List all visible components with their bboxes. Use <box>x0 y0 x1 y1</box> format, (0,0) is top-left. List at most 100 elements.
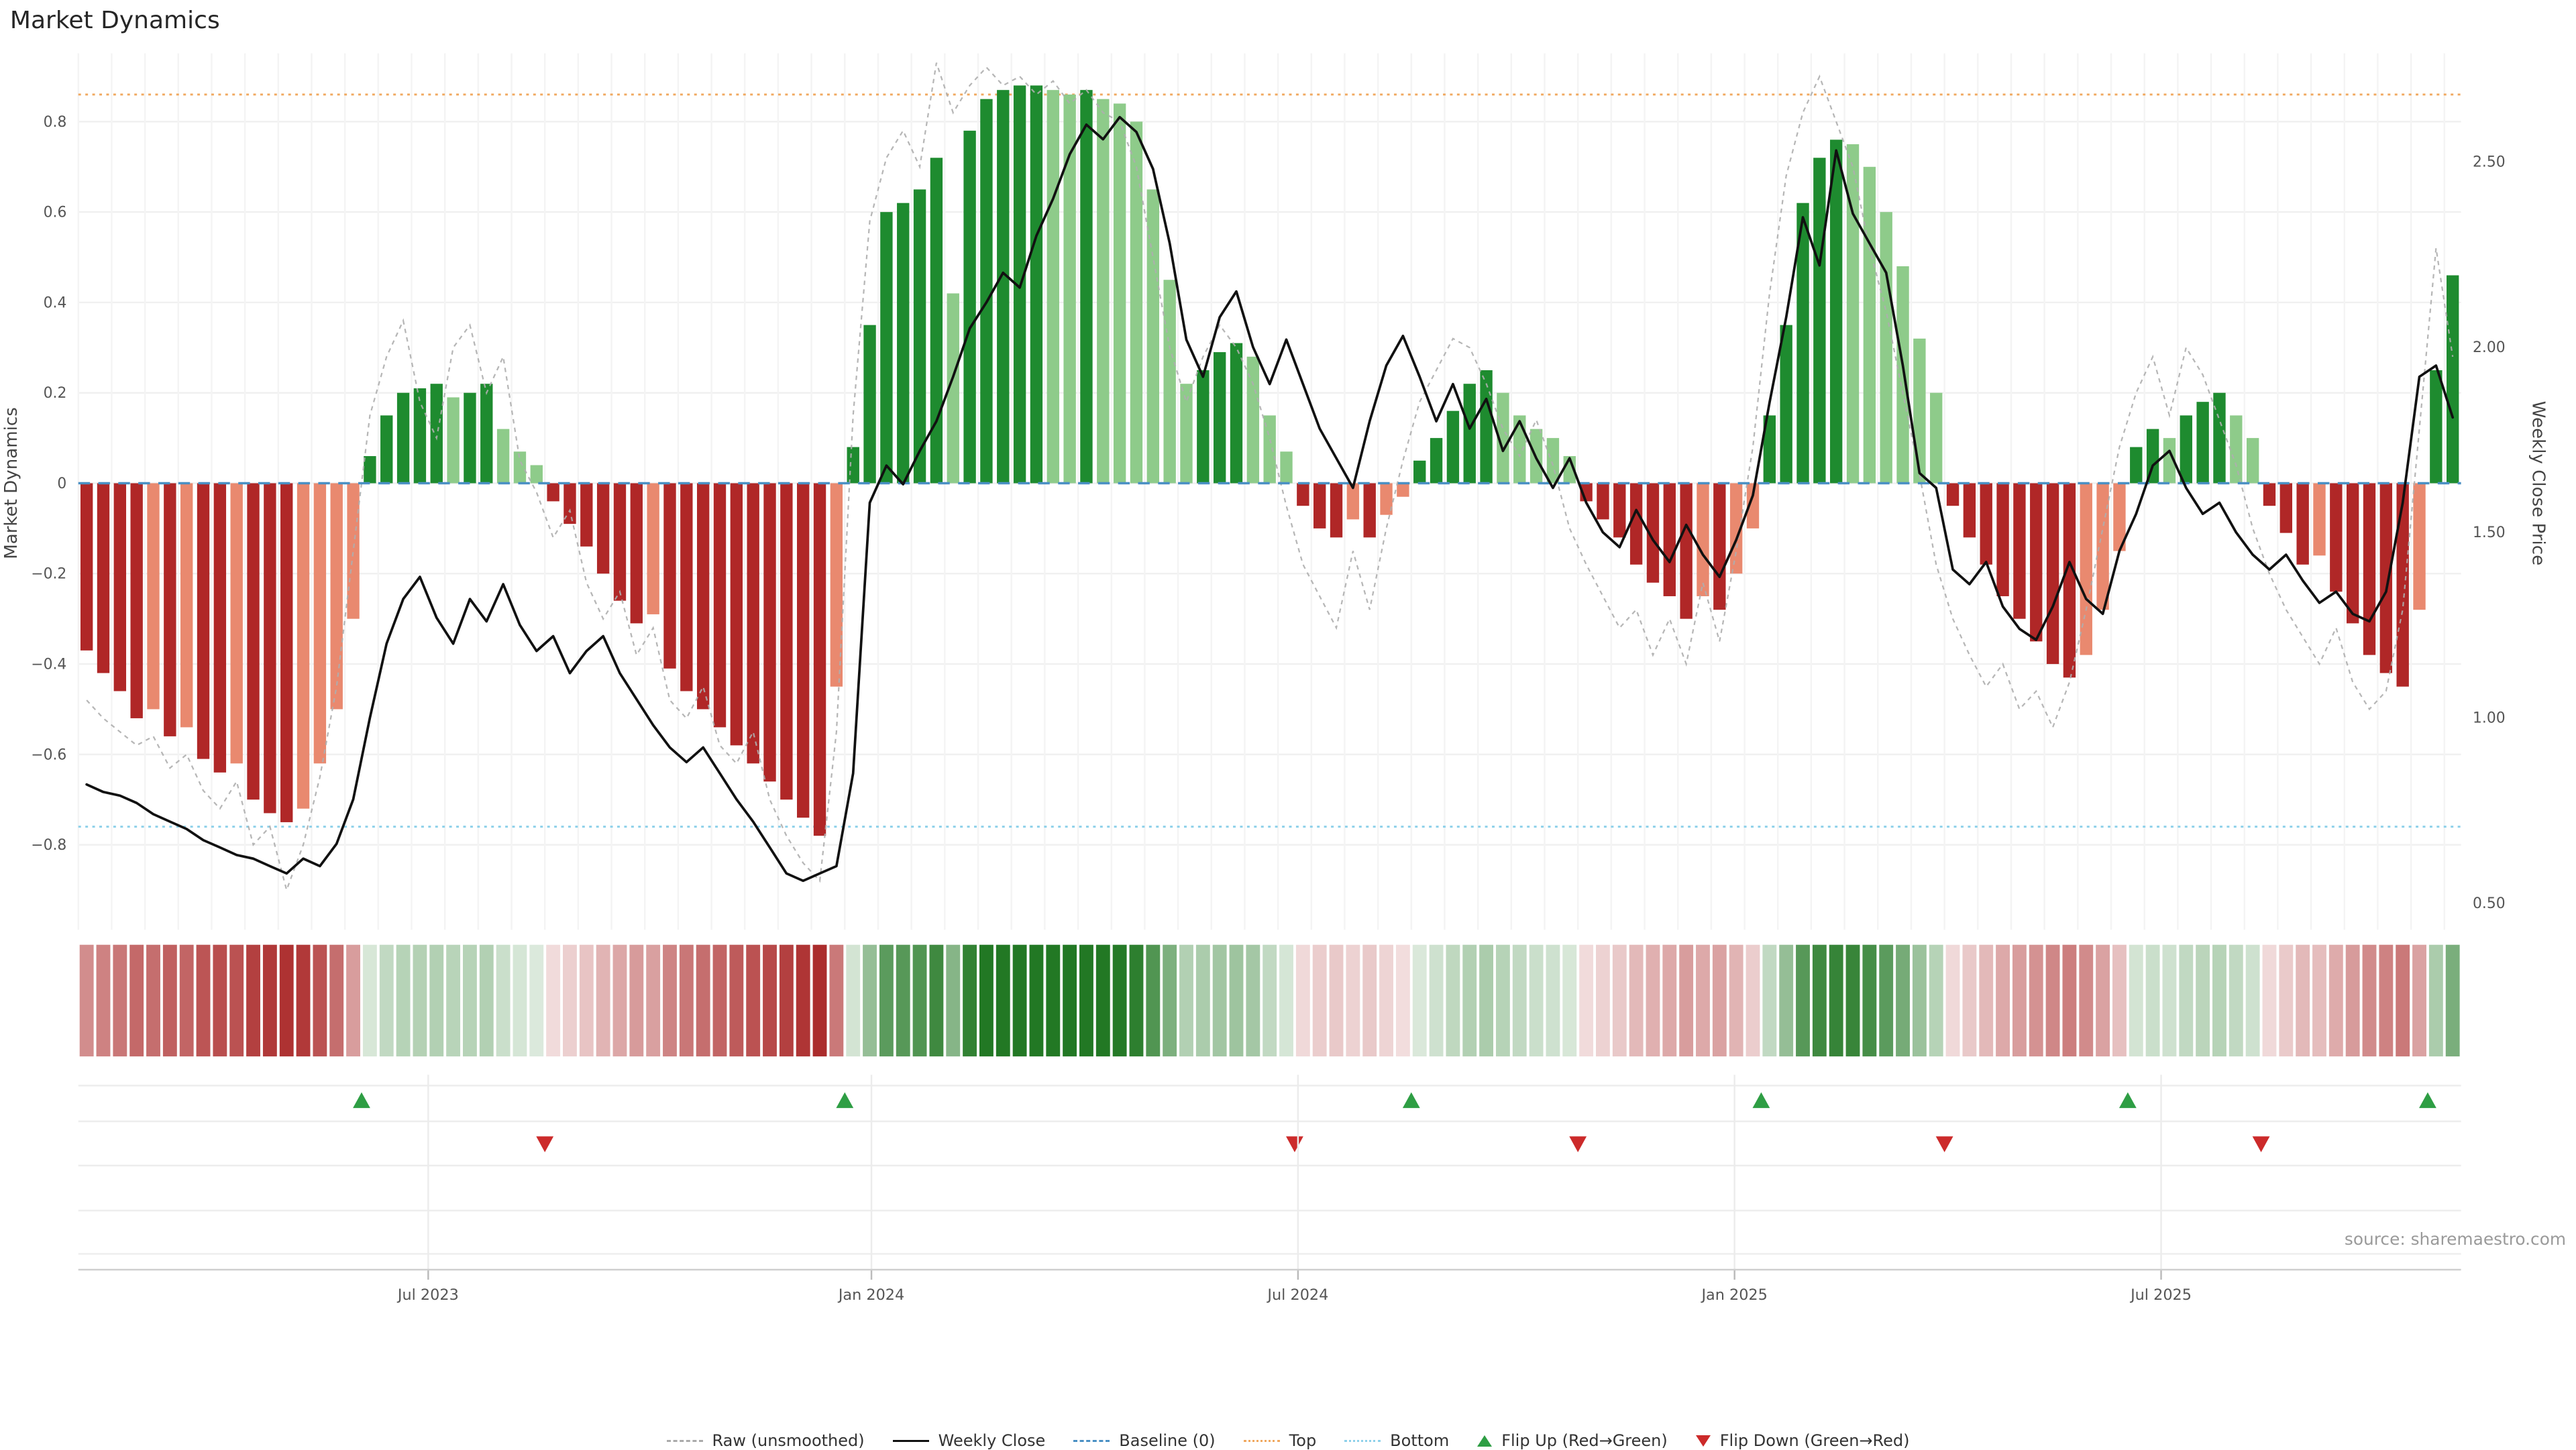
dynamics-bar <box>1297 483 1309 506</box>
heatmap-cell <box>446 944 461 1057</box>
right-axis-tick-label: 0.50 <box>2473 895 2506 912</box>
heatmap-cell <box>1945 944 1960 1057</box>
heatmap-cell <box>529 944 544 1057</box>
dynamics-bar <box>197 483 210 759</box>
legend-item-baseline[interactable]: Baseline (0) <box>1073 1431 1216 1450</box>
flip-up-marker <box>2419 1092 2436 1109</box>
dynamics-bar <box>2296 483 2309 565</box>
flip-down-marker <box>536 1136 554 1153</box>
heatmap-cell <box>2062 944 2077 1057</box>
heatmap-cell <box>2362 944 2377 1057</box>
legend-label-raw: Raw (unsmoothed) <box>712 1431 865 1450</box>
heatmap-cell <box>746 944 761 1057</box>
heatmap-cell <box>1129 944 1144 1057</box>
heatmap-cell <box>1229 944 1244 1057</box>
flip-down-marker <box>1935 1136 1953 1153</box>
heatmap-cell <box>513 944 527 1057</box>
left-axis-tick-label: 0 <box>57 476 66 492</box>
heatmap-cell <box>463 944 477 1057</box>
dynamics-bar <box>130 483 143 718</box>
dynamics-bar <box>1463 384 1476 484</box>
heatmap-cell <box>346 944 361 1057</box>
legend-item-top[interactable]: Top <box>1243 1431 1316 1450</box>
heatmap-cell <box>1629 944 1644 1057</box>
weekly-close-swatch <box>892 1439 929 1442</box>
heatmap-cell <box>2079 944 2094 1057</box>
dynamics-bar <box>997 90 1010 484</box>
dynamics-bar <box>2330 483 2343 592</box>
flip-up-marker <box>2118 1092 2137 1109</box>
heatmap-cell <box>796 944 810 1057</box>
dynamics-bar <box>2030 483 2043 642</box>
heatmap-cell <box>1796 944 1810 1057</box>
dynamics-bar <box>1863 166 1876 484</box>
dynamics-bar <box>1063 94 1076 484</box>
dynamics-bar <box>1030 85 1043 484</box>
dynamics-bar <box>1046 90 1059 484</box>
heatmap-cell <box>213 944 227 1057</box>
dynamics-bar <box>1646 483 1660 583</box>
heatmap-cell <box>162 944 177 1057</box>
heatmap-cell <box>413 944 427 1057</box>
heatmap-cell <box>1712 944 1727 1057</box>
right-axis-tick-label: 1.00 <box>2473 710 2506 727</box>
dynamics-bar <box>1380 483 1393 515</box>
dynamics-bar <box>2447 275 2459 484</box>
legend-item-flip-down[interactable]: Flip Down (Green→Red) <box>1695 1431 1910 1450</box>
legend-item-weekly-close[interactable]: Weekly Close <box>892 1431 1046 1450</box>
heatmap-cell <box>1012 944 1027 1057</box>
left-axis-tick-label: −0.8 <box>31 837 66 854</box>
dynamics-bar <box>2130 447 2143 484</box>
heatmap-cell <box>2229 944 2243 1057</box>
left-axis-tick-label: −0.4 <box>31 657 66 673</box>
heatmap-cell <box>2428 944 2443 1057</box>
dynamics-bar <box>496 429 510 484</box>
heatmap-cell <box>1095 944 1110 1057</box>
dynamics-bar <box>1213 352 1226 484</box>
heatmap-cell <box>79 944 94 1057</box>
raw-line-swatch <box>666 1439 703 1442</box>
heatmap-cell <box>362 944 377 1057</box>
dynamics-bar <box>647 483 659 614</box>
x-tick-label: Jan 2025 <box>1700 1286 1767 1304</box>
dynamics-bar <box>1546 438 1560 484</box>
legend-item-flip-up[interactable]: Flip Up (Red→Green) <box>1477 1431 1668 1450</box>
heatmap-cell <box>696 944 710 1057</box>
dynamics-bar <box>980 99 993 484</box>
legend-item-bottom[interactable]: Bottom <box>1344 1431 1449 1450</box>
heatmap-cell <box>1212 944 1227 1057</box>
dynamics-bar <box>1913 338 1926 484</box>
dynamics-bar <box>1146 189 1159 484</box>
dynamics-bar <box>480 384 493 484</box>
x-tick-label: Jul 2023 <box>396 1286 459 1304</box>
heatmap-cell <box>113 944 127 1057</box>
dynamics-bar <box>897 203 910 484</box>
heatmap-cell <box>1479 944 1494 1057</box>
dynamics-bar <box>1846 144 1860 484</box>
flip-up-marker <box>353 1092 370 1109</box>
legend-item-raw[interactable]: Raw (unsmoothed) <box>666 1431 865 1450</box>
heatmap-cell <box>496 944 511 1057</box>
top-line-swatch <box>1243 1439 1280 1442</box>
dynamics-bar <box>613 483 627 601</box>
heatmap-cell <box>2145 944 2160 1057</box>
weekly-close-line <box>85 115 2455 883</box>
heatmap-cell <box>929 944 944 1057</box>
heatmap-cell <box>1696 944 1710 1057</box>
dynamics-bar <box>763 483 776 782</box>
heatmap-cell <box>2379 944 2394 1057</box>
dynamics-bar <box>180 483 193 728</box>
dynamics-bar <box>447 397 460 484</box>
dynamics-bar <box>1663 483 1676 596</box>
dynamics-bar <box>2430 370 2443 484</box>
dynamics-bar <box>1880 212 1892 484</box>
dynamics-bar <box>1813 158 1826 484</box>
left-axis-tick-label: 0.4 <box>44 294 67 311</box>
heatmap-cell <box>1112 944 1127 1057</box>
heatmap-cell <box>1529 944 1544 1057</box>
dynamics-bar <box>747 483 759 764</box>
dynamics-bar <box>596 483 610 574</box>
legend-label-weekly-close: Weekly Close <box>938 1431 1046 1450</box>
dynamics-bar <box>230 483 243 764</box>
